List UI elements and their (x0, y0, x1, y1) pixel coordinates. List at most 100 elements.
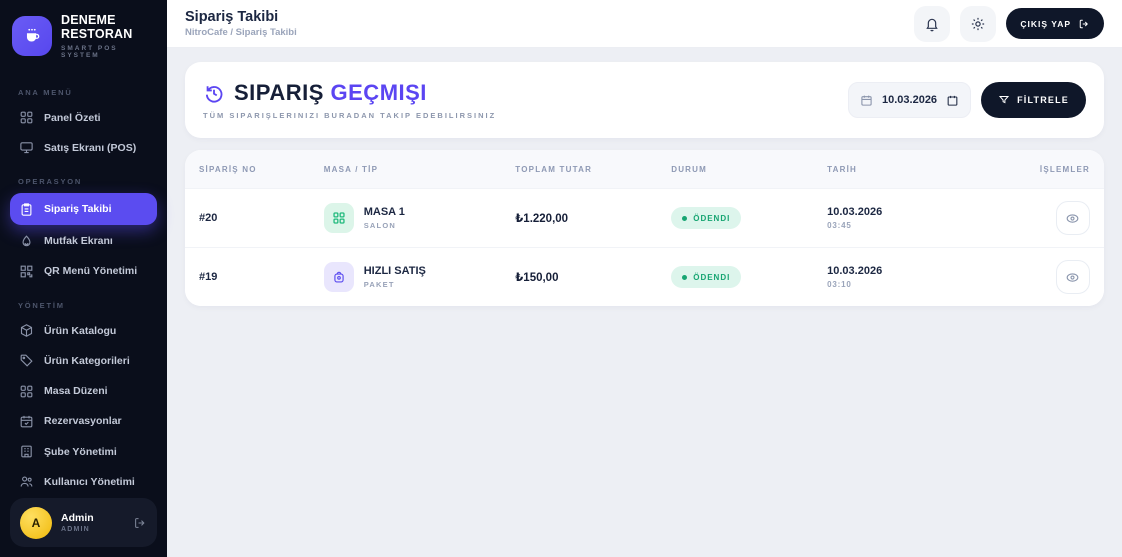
order-time: 03:45 (827, 221, 852, 230)
order-number: #20 (199, 212, 218, 224)
user-name: Admin (61, 512, 94, 525)
col-header-actions: İŞLEMLER (1039, 164, 1090, 174)
order-time: 03:10 (827, 280, 852, 289)
view-order-button[interactable] (1055, 201, 1090, 235)
date-value: 10.03.2026 (882, 94, 938, 106)
sidebar-item-siparis-takibi[interactable]: Sipariş Takibi (10, 193, 157, 226)
logout-button[interactable]: ÇIKIŞ YAP (1006, 8, 1104, 39)
gear-icon (972, 17, 985, 30)
sidebar-item-masa-duzeni[interactable]: Masa Düzeni (10, 377, 157, 405)
status-badge: ÖDENDI (671, 207, 742, 229)
panel-subtitle: TÜM SIPARIŞLERINIZI BURADAN TAKIP EDEBIL… (203, 111, 497, 120)
table-grid-icon (333, 212, 345, 224)
logout-arrow-icon (1079, 19, 1088, 28)
coffee-cup-icon (26, 29, 40, 42)
dashboard-grid-icon (20, 111, 33, 124)
order-date: 10.03.2026 (827, 206, 883, 218)
brand-tagline: SMART POS SYSTEM (61, 44, 118, 59)
takeout-type-badge (323, 262, 354, 292)
bell-icon (926, 18, 939, 31)
col-header-date: TARİH (827, 164, 857, 174)
status-badge: ÖDENDI (671, 266, 742, 288)
brand-name-line2: RESTORAN (61, 26, 133, 41)
monitor-icon (20, 142, 33, 154)
status-dot-icon (682, 215, 688, 221)
eye-icon (1067, 213, 1079, 223)
order-date: 10.03.2026 (827, 265, 883, 277)
building-icon (21, 445, 32, 458)
date-picker[interactable]: 10.03.2026 (848, 82, 972, 118)
topbar: Sipariş Takibi NitroCafe / Sipariş Takib… (167, 0, 1122, 48)
table-type-badge (323, 203, 354, 233)
avatar: A (20, 506, 52, 539)
order-number: #19 (199, 271, 218, 283)
calendar-icon (860, 94, 873, 107)
user-role: ADMIN (61, 526, 90, 534)
calendar-picker-indicator-icon[interactable] (946, 94, 959, 107)
sidebar-item-satis-ekrani[interactable]: Satış Ekranı (POS) (10, 134, 157, 162)
sidebar-item-sube-yonetimi[interactable]: Şube Yönetimi (10, 438, 157, 466)
status-label: ÖDENDI (693, 213, 731, 223)
table-row[interactable]: #20 MASA 1 SALON ₺1.220,00 ÖDENDI 10.03.… (185, 188, 1104, 247)
filter-button-label: FİLTRELE (1017, 95, 1069, 105)
eye-icon (1067, 272, 1079, 282)
status-label: ÖDENDI (693, 272, 731, 282)
brand-text: DENEME RESTORAN SMART POS SYSTEM (61, 13, 155, 59)
sidebar-item-label: Sipariş Takibi (44, 203, 112, 215)
section-label-yonetim: YÖNETİM (18, 300, 65, 310)
clock-history-icon (205, 86, 223, 103)
brand-name-line1: DENEME (61, 13, 116, 27)
section-label-operasyon: OPERASYON (18, 177, 83, 186)
sidebar-item-label: Kullanıcı Yönetimi (44, 475, 135, 488)
sidebar-item-mutfak-ekrani[interactable]: Mutfak Ekranı (10, 227, 157, 255)
user-card[interactable]: A Admin ADMIN (10, 498, 157, 547)
panel-title: SIPARIŞ GEÇMIŞI (234, 80, 427, 106)
sidebar-item-label: Rezervasyonlar (44, 415, 122, 428)
orders-table: SİPARİŞ NO MASA / TİP TOPLAM TUTAR DURUM… (185, 150, 1104, 306)
view-order-button[interactable] (1055, 260, 1090, 294)
notifications-button[interactable] (914, 5, 951, 42)
topbar-actions: ÇIKIŞ YAP (914, 5, 1104, 42)
order-source-name: MASA 1 (363, 206, 405, 218)
tag-icon (20, 355, 33, 367)
funnel-icon (998, 96, 1010, 104)
col-header-table-type: MASA / TİP (323, 164, 379, 174)
sidebar: DENEME RESTORAN SMART POS SYSTEM ANA MEN… (0, 0, 167, 557)
table-grid-icon (20, 385, 33, 398)
sidebar-item-label: Ürün Katalogu (44, 324, 117, 337)
panel-title-primary: SIPARIŞ (234, 80, 324, 105)
breadcrumb: NitroCafe / Sipariş Takibi (185, 27, 297, 38)
sidebar-item-label: Panel Özeti (44, 111, 101, 124)
panel-title-accent: GEÇMIŞI (330, 80, 427, 105)
col-header-order-no: SİPARİŞ NO (199, 164, 257, 174)
brand-logo (12, 16, 52, 57)
status-dot-icon (682, 274, 688, 280)
takeout-bag-icon (334, 271, 344, 283)
sidebar-item-panel-ozeti[interactable]: Panel Özeti (10, 104, 157, 132)
order-history-header-card: SIPARIŞ GEÇMIŞI TÜM SIPARIŞLERINIZI BURA… (185, 62, 1104, 138)
sidebar-item-label: Mutfak Ekranı (44, 235, 113, 248)
table-header-row: SİPARİŞ NO MASA / TİP TOPLAM TUTAR DURUM… (185, 150, 1104, 188)
main-area: Sipariş Takibi NitroCafe / Sipariş Takib… (167, 0, 1122, 557)
col-header-status: DURUM (671, 164, 707, 174)
logout-button-label: ÇIKIŞ YAP (1020, 18, 1071, 29)
calendar-icon (20, 415, 33, 428)
settings-button[interactable] (960, 5, 997, 42)
sidebar-item-urun-katalogu[interactable]: Ürün Katalogu (10, 317, 157, 345)
logout-icon[interactable] (133, 516, 147, 530)
box-icon (20, 324, 33, 338)
order-source-name: HIZLI SATIŞ (363, 265, 426, 277)
clipboard-icon (21, 202, 32, 216)
filter-button[interactable]: FİLTRELE (981, 82, 1086, 118)
sidebar-item-rezervasyonlar[interactable]: Rezervasyonlar (10, 407, 157, 435)
table-row[interactable]: #19 HIZLI SATIŞ PAKET ₺150,00 ÖDENDI 10.… (185, 247, 1104, 306)
sidebar-item-kullanici-yonetimi[interactable]: Kullanıcı Yönetimi (10, 468, 157, 496)
sidebar-item-urun-kategorileri[interactable]: Ürün Kategorileri (10, 347, 157, 375)
flame-icon (22, 235, 31, 246)
order-source-type: PAKET (363, 280, 395, 289)
sidebar-item-label: Satış Ekranı (POS) (44, 141, 137, 154)
sidebar-item-label: Masa Düzeni (44, 385, 108, 398)
brand: DENEME RESTORAN SMART POS SYSTEM (10, 12, 157, 59)
sidebar-item-qr-menu[interactable]: QR Menü Yönetimi (10, 257, 157, 285)
order-amount: ₺150,00 (515, 272, 559, 284)
